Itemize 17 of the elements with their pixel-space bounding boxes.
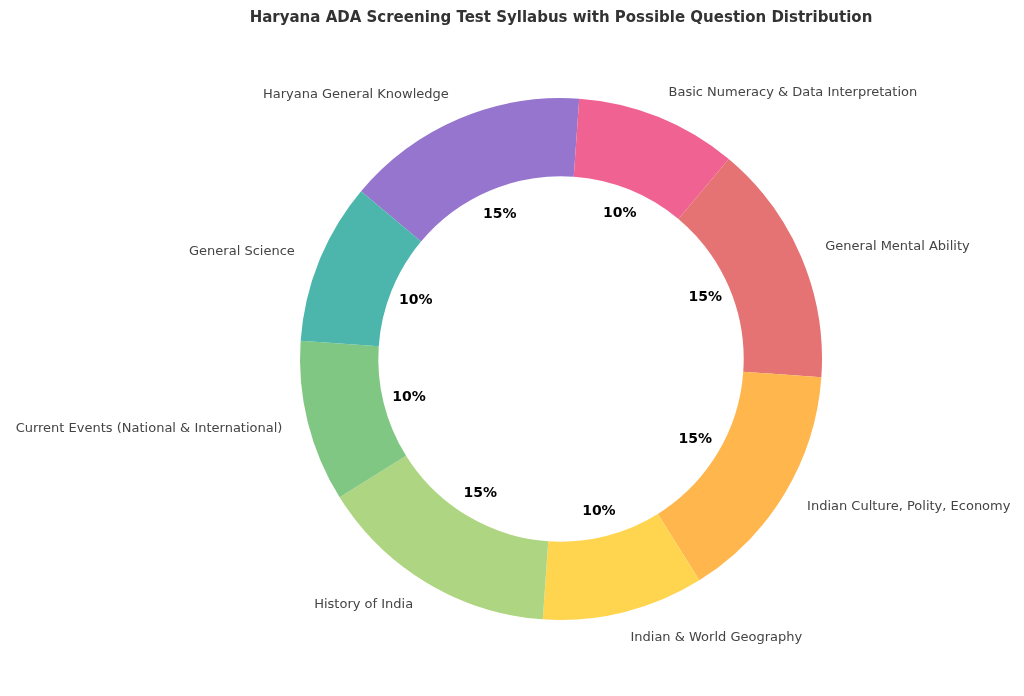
- slice-label: Haryana General Knowledge: [262, 86, 449, 102]
- data-label: 10%: [602, 204, 637, 221]
- data-label: 15%: [688, 288, 722, 305]
- data-label: 15%: [463, 483, 498, 500]
- slice-label: Indian Culture, Polity, Economy: [807, 498, 1011, 514]
- data-label: 15%: [678, 430, 712, 447]
- data-label: 10%: [582, 501, 616, 518]
- chart-title: Haryana ADA Screening Test Syllabus with Possible Question Distribution: [249, 7, 873, 26]
- slice-label: Basic Numeracy & Data Interpretation: [668, 84, 918, 100]
- slice-label: General Science: [189, 242, 295, 258]
- slice-label: History of India: [314, 596, 414, 612]
- data-label: 15%: [483, 205, 517, 222]
- slice-label: Current Events (National & International): [15, 419, 283, 435]
- slice-label: General Mental Ability: [825, 238, 970, 254]
- slice-label: Indian & World Geography: [630, 628, 803, 644]
- data-label: 10%: [399, 290, 433, 307]
- data-label: 10%: [392, 387, 426, 404]
